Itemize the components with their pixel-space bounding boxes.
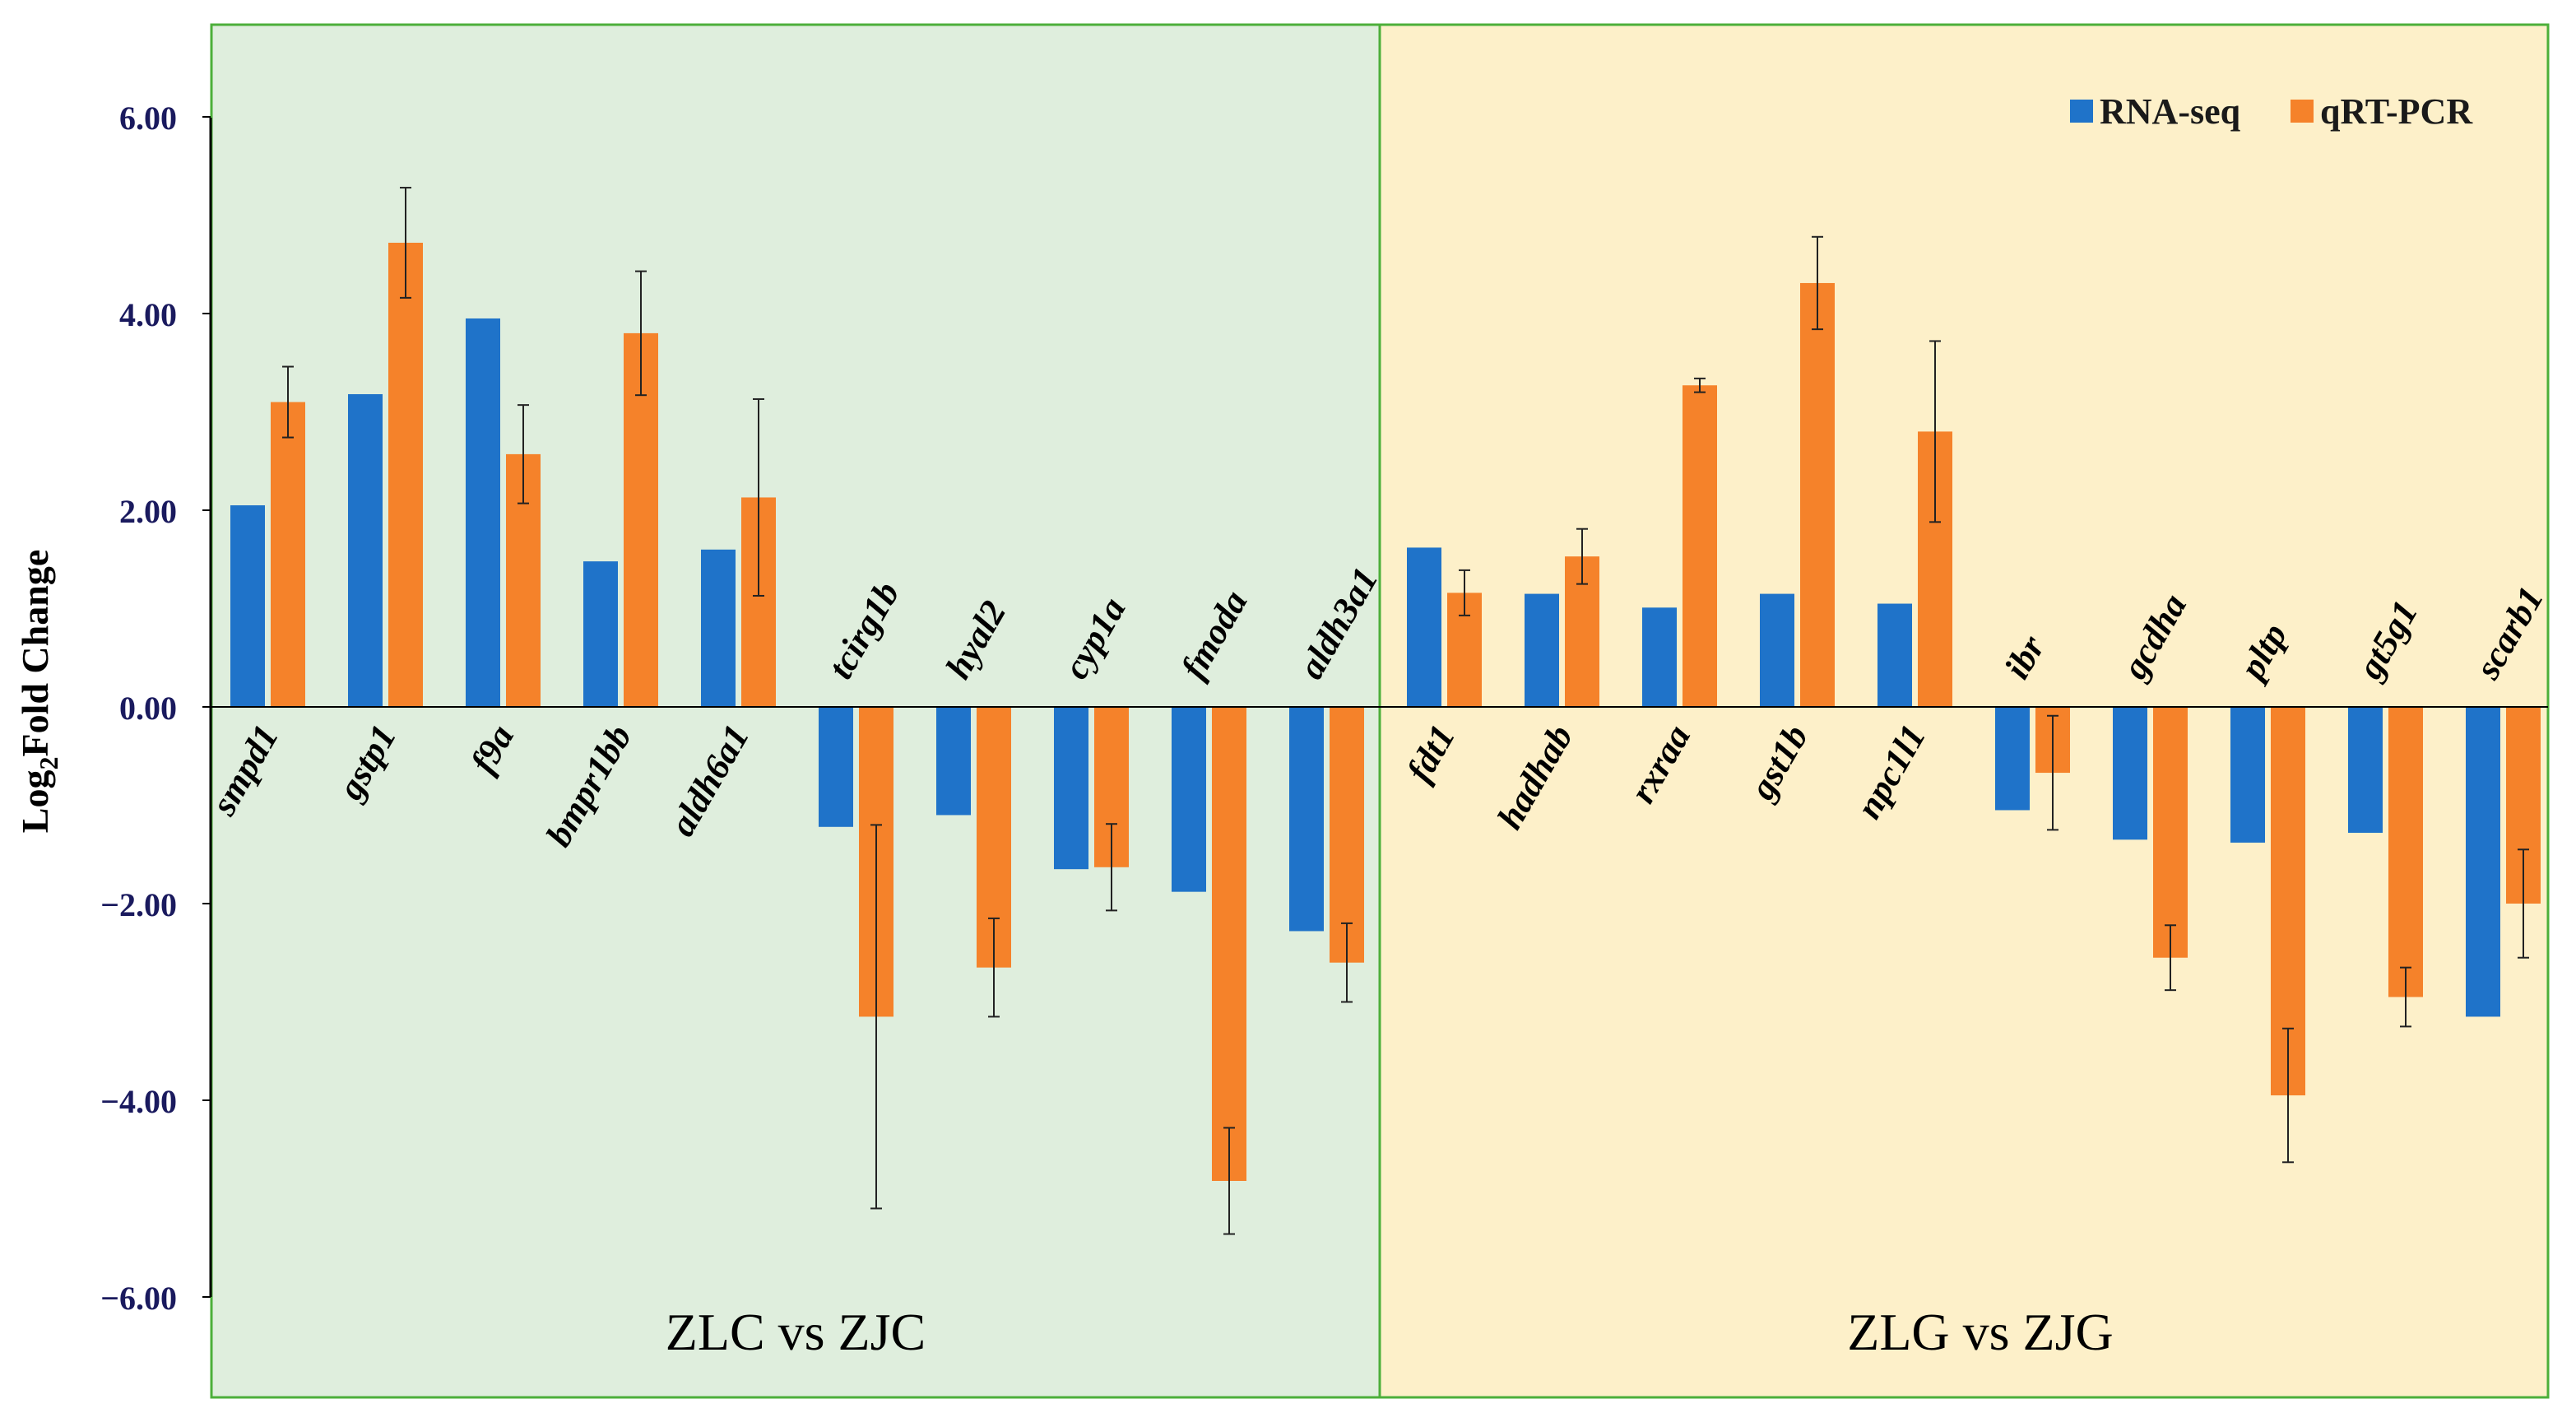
bar-rna-seq-ibr	[1995, 707, 2030, 811]
y-tick-label: −4.00	[100, 1083, 177, 1120]
bar-rna-seq-gst1b	[1760, 593, 1794, 707]
bar-qrt-pcr-smpd1	[271, 402, 305, 707]
y-tick-label: −6.00	[100, 1280, 177, 1317]
bar-rna-seq-npc1l1	[1877, 603, 1912, 707]
bar-rna-seq-aldh6a1	[701, 549, 736, 707]
bar-rna-seq-gstp1	[348, 393, 383, 707]
bar-rna-seq-gt5g1	[2348, 707, 2383, 833]
bar-rna-seq-gcdha	[2113, 707, 2147, 840]
error-bars	[282, 187, 2529, 1235]
bar-qrt-pcr-gcdha	[2153, 707, 2188, 958]
bar-rna-seq-hyal2	[936, 707, 971, 816]
bar-qrt-pcr-fmoda	[1212, 707, 1246, 1181]
bar-rna-seq-bmpr1bb	[583, 561, 618, 707]
legend-swatch-qrt-pcr	[2291, 100, 2314, 123]
panel-title-zlg-vs-zjg: ZLG vs ZJG	[1847, 1303, 2114, 1361]
bar-rna-seq-fmoda	[1172, 707, 1206, 892]
legend-label-rna-seq: RNA-seq	[2100, 91, 2241, 132]
y-tick-label: 0.00	[119, 690, 177, 727]
bar-qrt-pcr-gst1b	[1800, 282, 1835, 708]
bar-rna-seq-scarb1	[2466, 707, 2500, 1017]
bar-qrt-pcr-gstp1	[388, 242, 423, 708]
bar-rna-seq-hadhab	[1525, 593, 1559, 707]
y-axis-label-rest: Fold Change	[14, 550, 56, 757]
y-axis-label: Log2Fold Change	[14, 550, 63, 833]
bar-rna-seq-f9a	[466, 318, 500, 707]
bar-qrt-pcr-aldh3a1	[1330, 707, 1364, 963]
bar-rna-seq-tcirg1b	[819, 707, 853, 827]
y-tick-label: 2.00	[119, 493, 177, 530]
bar-rna-seq-pltp	[2230, 707, 2265, 843]
bar-rna-seq-rxraa	[1642, 607, 1677, 707]
y-tick-label: −2.00	[100, 886, 177, 923]
y-tick-label: 4.00	[119, 296, 177, 333]
y-ticks: 6.00 4.00 2.00 0.00 −2.00 −4.00 −6.00	[100, 100, 211, 1317]
bar-qrt-pcr-rxraa	[1683, 385, 1717, 707]
y-axis-label-main: Log	[14, 770, 56, 834]
bar-rna-seq-fdt1	[1407, 547, 1441, 707]
bar-qrt-pcr-gt5g1	[2388, 707, 2423, 997]
bars	[230, 242, 2541, 1181]
y-tick-label: 6.00	[119, 100, 177, 137]
bar-rna-seq-aldh3a1	[1289, 707, 1324, 932]
panel-title-zlc-vs-zjc: ZLC vs ZJC	[666, 1303, 926, 1361]
legend: RNA-seq qRT-PCR	[2070, 91, 2473, 132]
bar-rna-seq-cyp1a	[1054, 707, 1088, 870]
legend-label-qrt-pcr: qRT-PCR	[2320, 91, 2473, 132]
y-axis-label-subscript: 2	[34, 757, 63, 770]
legend-swatch-rna-seq	[2070, 100, 2093, 123]
bar-rna-seq-smpd1	[230, 505, 265, 707]
